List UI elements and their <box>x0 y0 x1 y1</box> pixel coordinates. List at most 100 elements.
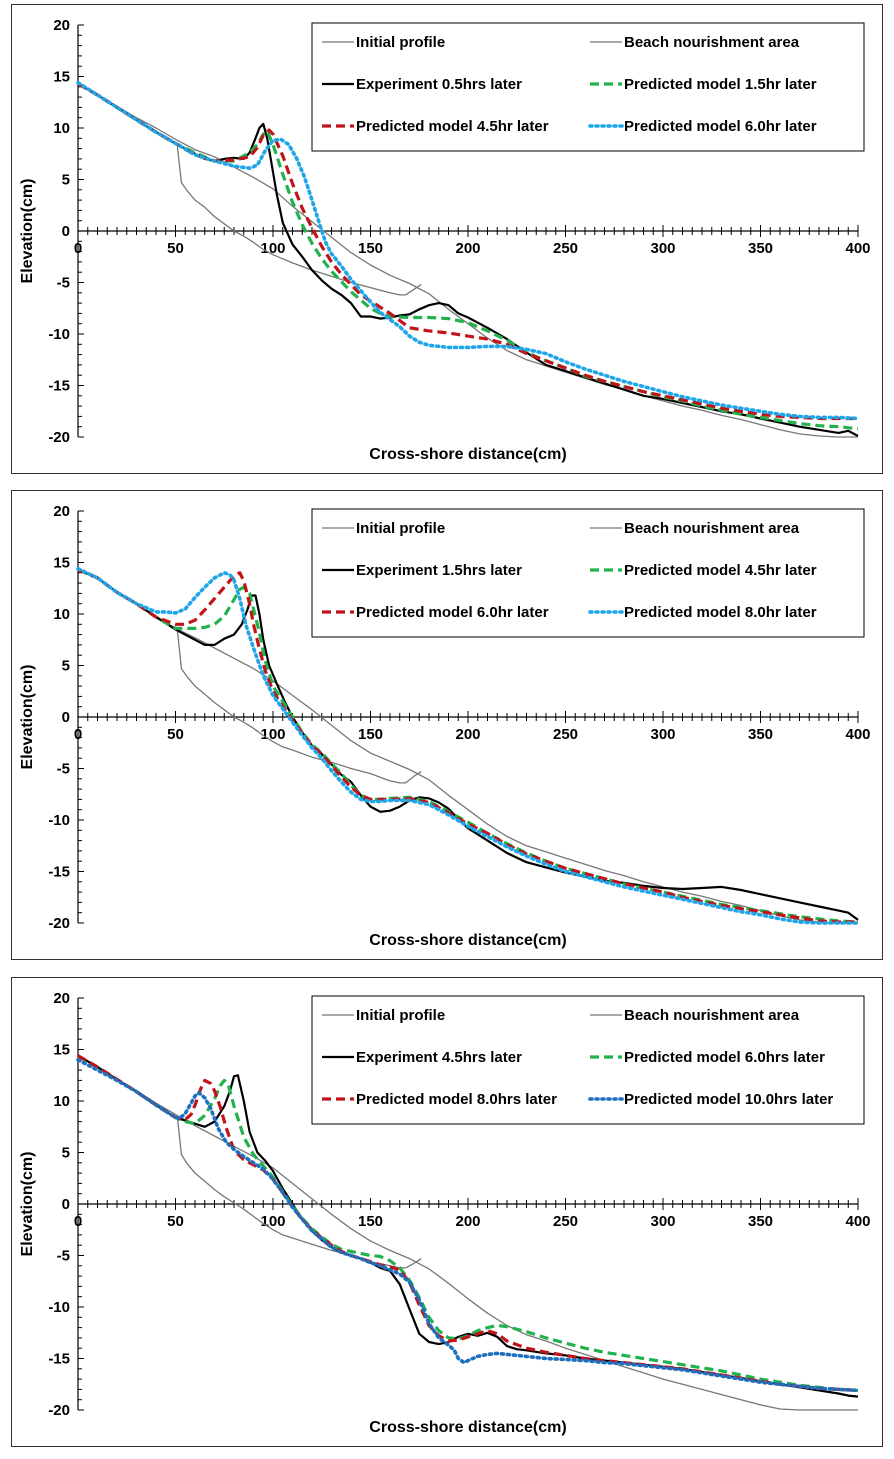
y-tick-label: 15 <box>53 1042 70 1059</box>
x-tick-label: 100 <box>260 1213 285 1230</box>
x-tick-label: 300 <box>650 726 675 743</box>
x-tick-label: 150 <box>358 1213 383 1230</box>
legend-label: Predicted model 1.5hr later <box>624 76 817 93</box>
legend-box <box>311 995 865 1125</box>
series-line-2 <box>176 146 422 296</box>
x-tick-label: 350 <box>748 1213 773 1230</box>
chart-panel-2: 20 15 10 5 0 -5 -10 -15 -20 0 50 100 150 200 250 300 350… <box>11 490 883 960</box>
y-tick-label: 10 <box>53 606 70 623</box>
chart-panel-1: 20 15 10 5 0 -5 -10 -15 -20 0 50 100 150 200 250 300 350… <box>11 4 883 474</box>
series-line-4 <box>77 82 859 431</box>
x-tick-label: 400 <box>845 240 870 257</box>
y-tick-label: -20 <box>48 1402 70 1419</box>
y-tick-label: -5 <box>57 275 70 292</box>
y-tick-label: 5 <box>62 658 70 675</box>
y-tick-label: -5 <box>57 761 70 778</box>
y-tick-label: -15 <box>48 378 70 395</box>
legend-label: Predicted model 6.0hr later <box>624 118 817 135</box>
x-tick-label: 50 <box>167 726 184 743</box>
x-tick-label: 100 <box>260 240 285 257</box>
series-line-5 <box>77 82 858 421</box>
y-axis-title: Elevation(cm) <box>19 665 36 770</box>
y-tick-label: -10 <box>48 326 70 343</box>
series-line-3 <box>77 82 859 437</box>
x-tick-label: 150 <box>358 240 383 257</box>
x-axis-title: Cross-shore distance(cm) <box>369 1419 566 1436</box>
y-tick-label: 20 <box>53 17 70 34</box>
series-line-3 <box>77 568 859 921</box>
legend-label: Beach nourishment area <box>624 34 800 51</box>
y-tick-label: 10 <box>53 120 70 137</box>
x-tick-label: 350 <box>748 240 773 257</box>
series-line-1 <box>77 83 858 438</box>
x-axis-title: Cross-shore distance(cm) <box>369 932 566 949</box>
legend-box <box>311 508 865 638</box>
y-tick-label: -20 <box>48 429 70 446</box>
x-tick-label: 0 <box>74 1213 82 1230</box>
y-tick-label: 5 <box>62 172 70 189</box>
y-tick-label: -20 <box>48 915 70 932</box>
x-tick-label: 150 <box>358 726 383 743</box>
x-tick-label: 250 <box>553 1213 578 1230</box>
y-tick-label: -5 <box>57 1248 70 1265</box>
y-tick-label: 15 <box>53 69 70 86</box>
x-axis-title: Cross-shore distance(cm) <box>369 446 566 463</box>
y-tick-label: -10 <box>48 1299 70 1316</box>
legend-label: Predicted model 4.5hr later <box>356 118 549 135</box>
y-tick-label: 20 <box>53 990 70 1007</box>
legend-label: Initial profile <box>356 1007 445 1024</box>
series-line-6 <box>76 1058 860 1393</box>
y-tick-label: 5 <box>62 1145 70 1162</box>
series-line-6 <box>76 80 860 421</box>
x-tick-label: 50 <box>167 1213 184 1230</box>
legend-label: Predicted model 10.0hrs later <box>624 1091 833 1108</box>
series-line-2 <box>176 1117 422 1269</box>
legend-label: Predicted model 6.0hrs later <box>624 1049 825 1066</box>
y-axis-title: Elevation(cm) <box>19 179 36 284</box>
legend-label: Beach nourishment area <box>624 1007 800 1024</box>
y-tick-label: -15 <box>48 1351 70 1368</box>
y-tick-label: 15 <box>53 555 70 572</box>
series-line-2 <box>176 630 422 784</box>
legend-label: Initial profile <box>356 520 445 537</box>
x-tick-label: 100 <box>260 726 285 743</box>
y-tick-label: 10 <box>53 1093 70 1110</box>
x-tick-label: 50 <box>167 240 184 257</box>
x-tick-label: 350 <box>748 726 773 743</box>
x-tick-label: 0 <box>74 726 82 743</box>
x-tick-label: 200 <box>455 1213 480 1230</box>
y-axis-title: Elevation(cm) <box>19 1152 36 1257</box>
x-tick-label: 0 <box>74 240 82 257</box>
legend-label: Initial profile <box>356 34 445 51</box>
series-line-5 <box>77 568 858 924</box>
x-tick-label: 400 <box>845 726 870 743</box>
x-tick-label: 250 <box>553 240 578 257</box>
legend-label: Predicted model 8.0hr later <box>624 604 817 621</box>
series-line-6 <box>76 566 860 925</box>
series-line-1 <box>77 1055 858 1411</box>
x-tick-label: 400 <box>845 1213 870 1230</box>
legend-label: Experiment 0.5hrs later <box>356 76 522 93</box>
x-tick-label: 300 <box>650 240 675 257</box>
chart-panel-3: 20 15 10 5 0 -5 -10 -15 -20 0 50 100 150 200 250 300 350… <box>11 977 883 1447</box>
legend-label: Predicted model 4.5hr later <box>624 562 817 579</box>
y-tick-label: 20 <box>53 503 70 520</box>
y-tick-label: 0 <box>62 709 70 726</box>
legend-label: Experiment 1.5hrs later <box>356 562 522 579</box>
y-tick-label: 0 <box>62 1196 70 1213</box>
series-line-4 <box>77 1054 859 1392</box>
x-tick-label: 200 <box>455 726 480 743</box>
legend-label: Beach nourishment area <box>624 520 800 537</box>
y-tick-label: -15 <box>48 864 70 881</box>
x-tick-label: 200 <box>455 240 480 257</box>
legend-label: Predicted model 6.0hr later <box>356 604 549 621</box>
legend-box <box>311 22 865 152</box>
legend-label: Experiment 4.5hrs later <box>356 1049 522 1066</box>
y-tick-label: -10 <box>48 812 70 829</box>
legend-label: Predicted model 8.0hrs later <box>356 1091 557 1108</box>
y-tick-label: 0 <box>62 223 70 240</box>
x-tick-label: 300 <box>650 1213 675 1230</box>
